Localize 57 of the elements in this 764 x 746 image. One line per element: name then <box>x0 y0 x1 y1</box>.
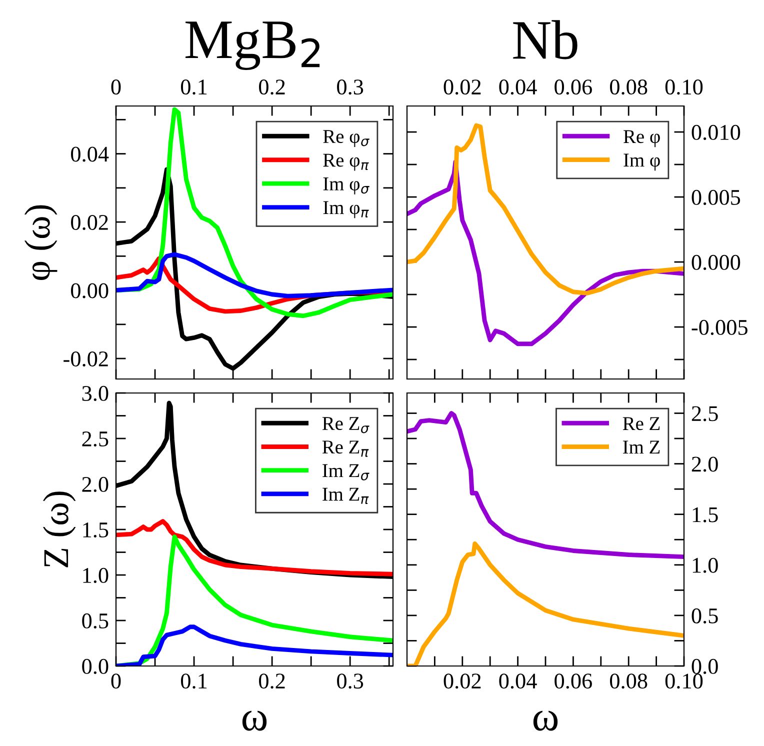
y-tick-label: 3.0 <box>82 386 108 402</box>
legend-label: Im Z$_{π}$ <box>322 488 369 504</box>
y-tick-label: 2.5 <box>692 406 718 422</box>
legend-label: Re φ$_{σ}$ <box>323 130 370 147</box>
x-tick-label: 0.1 <box>180 674 207 689</box>
y-tick-label: 1.0 <box>83 568 108 584</box>
y-tick-label: 0.0 <box>82 658 108 674</box>
legend-label: Im φ$_{σ}$ <box>323 178 370 194</box>
y-tick-label: 0.5 <box>82 613 108 629</box>
y-tick-label: 0.00 <box>71 283 108 298</box>
x-tick-label: 0.10 <box>665 80 703 95</box>
x-tick-label: 0.2 <box>259 674 285 689</box>
y-tick-label: -0.02 <box>64 351 108 367</box>
x-axis-title: ω <box>533 710 558 731</box>
legend-label: Im φ$_{π}$ <box>323 201 369 218</box>
legend-label: Re Z$_{σ}$ <box>322 417 370 434</box>
x-tick-label: 0.08 <box>610 80 648 95</box>
x-tick-label: 0.08 <box>610 674 648 689</box>
x-tick-label: 0.10 <box>665 674 703 689</box>
y-axis-title: φ (ω) <box>24 205 58 280</box>
x-tick-label: 0.3 <box>337 80 364 95</box>
x-tick-label: 0.3 <box>337 674 364 689</box>
y-tick-label: 2.5 <box>82 431 108 447</box>
legend-label: Re Z <box>622 417 660 430</box>
legend-label: Im Z$_{σ}$ <box>322 464 370 480</box>
x-tick-label: 0.04 <box>499 80 537 95</box>
x-tick-label: 0.02 <box>444 674 481 689</box>
y-tick-label: 2.0 <box>692 456 718 472</box>
y-tick-label: -0.005 <box>692 320 748 336</box>
y-tick-label: 0.010 <box>692 124 740 140</box>
x-tick-label: 0.06 <box>554 674 592 689</box>
y-tick-label: 1.0 <box>692 558 718 573</box>
x-tick-label: 0.1 <box>180 80 207 95</box>
y-tick-label: 1.5 <box>692 507 718 522</box>
chart-title: Nb <box>513 20 578 60</box>
x-tick-label: 0.2 <box>259 80 285 95</box>
legend-label: Im φ <box>624 154 660 171</box>
x-tick-label: 0 <box>111 80 121 95</box>
x-tick-label: 0.06 <box>554 80 592 95</box>
y-tick-label: 0.0 <box>692 658 718 674</box>
y-tick-label: 0.005 <box>692 190 740 206</box>
legend-label: Re Z$_{π}$ <box>322 440 369 457</box>
legend-label: Re φ <box>624 130 660 148</box>
y-axis-title: Z (ω) <box>42 492 76 568</box>
x-tick-label: 0.04 <box>499 674 537 689</box>
legend-label: Re φ$_{π}$ <box>323 154 369 171</box>
chart-title: MgB$_{2}$ <box>186 22 320 70</box>
y-tick-label: 0.02 <box>71 214 108 230</box>
x-axis-title: ω <box>242 710 267 731</box>
y-tick-label: 0.04 <box>71 146 109 162</box>
y-tick-label: 1.5 <box>83 522 108 538</box>
y-tick-label: 0.5 <box>692 608 718 624</box>
x-tick-label: 0 <box>111 674 121 689</box>
legend-label: Im Z <box>623 440 660 454</box>
y-tick-label: 2.0 <box>82 476 108 492</box>
y-tick-label: 0.000 <box>692 254 740 270</box>
x-tick-label: 0.02 <box>444 80 481 95</box>
